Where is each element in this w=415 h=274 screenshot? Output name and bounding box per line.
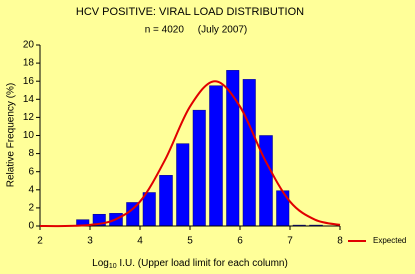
expected-curve: [39, 80, 341, 228]
x-label-subscript: 10: [109, 263, 117, 270]
y-tick-label: 12: [23, 112, 35, 123]
bar: [259, 135, 273, 227]
y-tick-label: 2: [28, 203, 34, 214]
x-tick-label: 4: [137, 236, 143, 247]
y-tick-label: 8: [28, 148, 34, 159]
bar: [176, 143, 190, 227]
x-tick-label: 5: [187, 236, 193, 247]
y-tick-label: 4: [28, 184, 34, 195]
bar: [142, 192, 156, 227]
y-tick-label: 0: [28, 221, 34, 232]
x-axis-label: Log10 I.U. (Upper load limit for each co…: [92, 258, 288, 270]
bar: [226, 70, 240, 227]
y-tick-label: 20: [23, 40, 35, 51]
bar: [209, 85, 223, 227]
x-tick-label: 2: [37, 236, 43, 247]
chart-title: HCV POSITIVE: VIRAL LOAD DISTRIBUTION: [76, 6, 304, 18]
bar: [159, 175, 173, 227]
bar: [276, 190, 290, 227]
bar: [192, 109, 206, 227]
chart-subtitle: n = 4020 (July 2007): [145, 25, 248, 36]
x-tick-label: 8: [337, 236, 343, 247]
x-tick-label: 3: [87, 236, 93, 247]
y-tick-label: 18: [23, 58, 35, 69]
x-label-text: Log: [92, 258, 109, 269]
x-tick-label: 7: [287, 236, 293, 247]
y-tick-label: 10: [23, 130, 35, 141]
y-tick-label: 14: [23, 94, 35, 105]
bar: [242, 79, 256, 227]
y-axis-label: Relative Frequency (%): [6, 83, 17, 187]
x-label-rest: I.U. (Upper load limit for each column): [117, 258, 288, 269]
legend-label: Expected: [373, 236, 406, 245]
y-tick-label: 16: [23, 76, 35, 87]
x-tick-label: 6: [237, 236, 243, 247]
y-tick-label: 6: [28, 166, 34, 177]
